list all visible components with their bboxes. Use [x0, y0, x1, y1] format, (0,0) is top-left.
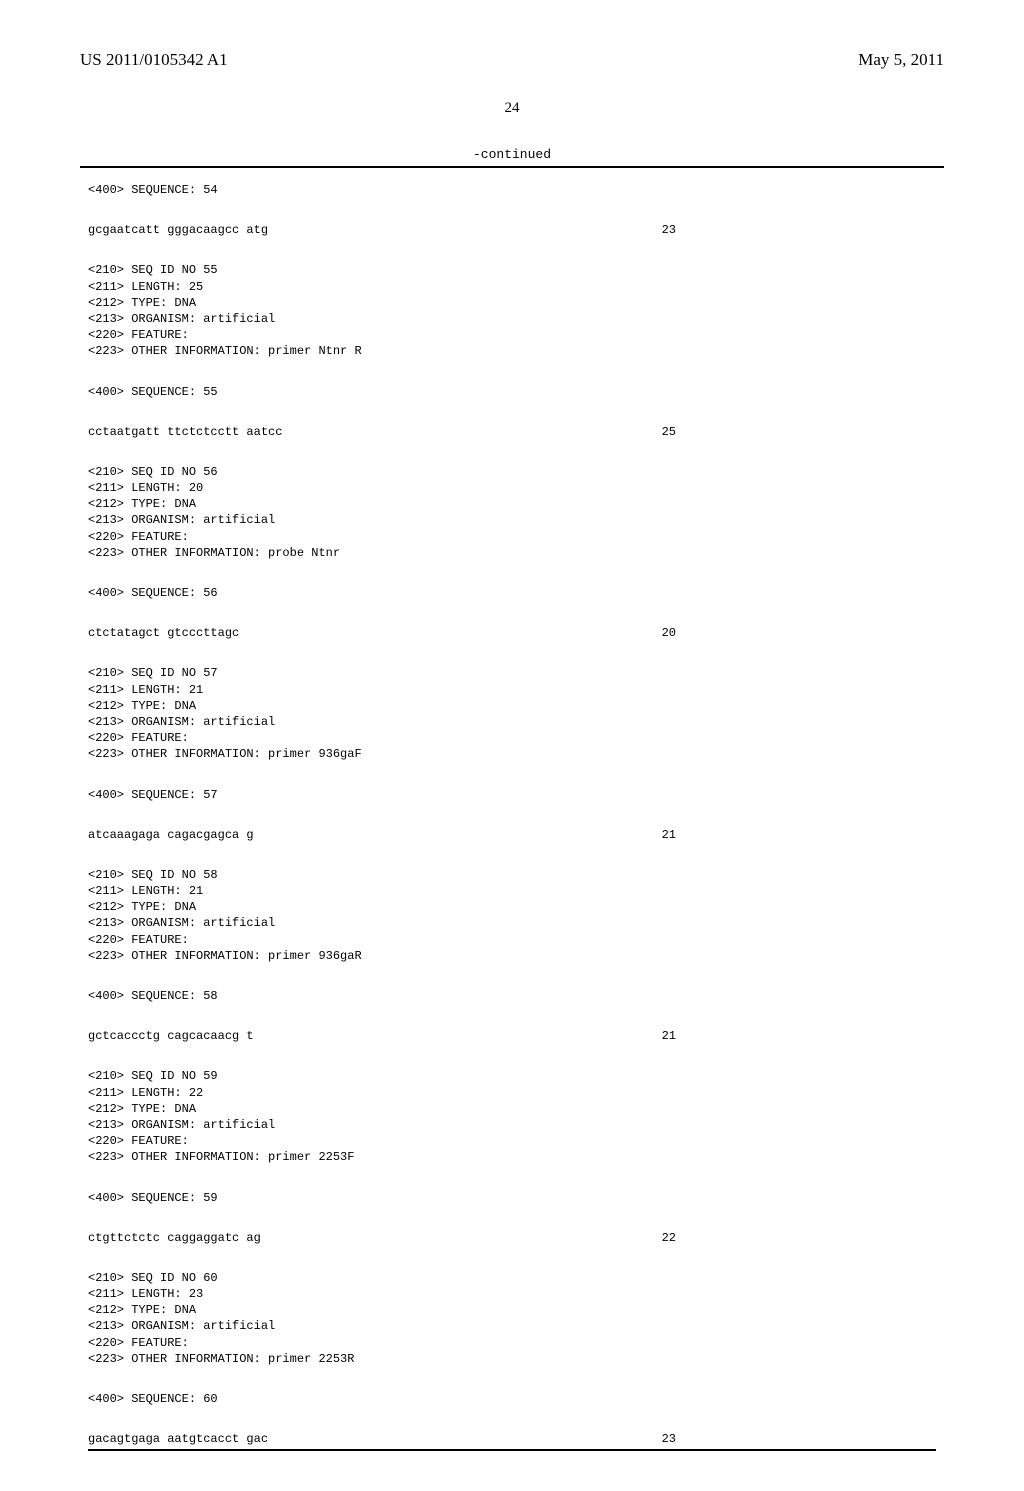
- sequence-data-row: gctcaccctg cagcacaacg t 21: [88, 1028, 936, 1044]
- sequence-header: <400> SEQUENCE: 60: [88, 1391, 936, 1407]
- sequence-string: atcaaagaga cagacgagca g: [88, 827, 254, 843]
- sequence-length: 21: [662, 1028, 676, 1044]
- sequence-header: <400> SEQUENCE: 55: [88, 384, 936, 400]
- sequence-header: <400> SEQUENCE: 59: [88, 1190, 936, 1206]
- sequence-length: 25: [662, 424, 676, 440]
- horizontal-rule-bottom: [88, 1449, 936, 1451]
- sequence-metadata: <210> SEQ ID NO 60 <211> LENGTH: 23 <212…: [88, 1270, 936, 1367]
- sequence-length: 21: [662, 827, 676, 843]
- page-header: US 2011/0105342 A1 May 5, 2011: [80, 50, 944, 70]
- sequence-length: 23: [662, 1431, 676, 1447]
- sequence-string: gctcaccctg cagcacaacg t: [88, 1028, 254, 1044]
- sequence-data-row: ctgttctctc caggaggatc ag 22: [88, 1230, 936, 1246]
- sequence-metadata: <210> SEQ ID NO 59 <211> LENGTH: 22 <212…: [88, 1068, 936, 1165]
- sequence-data-row: cctaatgatt ttctctcctt aatcc 25: [88, 424, 936, 440]
- sequence-metadata: <210> SEQ ID NO 56 <211> LENGTH: 20 <212…: [88, 464, 936, 561]
- sequence-metadata: <210> SEQ ID NO 57 <211> LENGTH: 21 <212…: [88, 665, 936, 762]
- sequence-data-row: atcaaagaga cagacgagca g 21: [88, 827, 936, 843]
- sequence-header: <400> SEQUENCE: 56: [88, 585, 936, 601]
- sequence-string: ctctatagct gtcccttagc: [88, 625, 239, 641]
- sequence-header: <400> SEQUENCE: 57: [88, 787, 936, 803]
- sequence-length: 23: [662, 222, 676, 238]
- sequence-data-row: gacagtgaga aatgtcacct gac 23: [88, 1431, 936, 1447]
- sequence-string: cctaatgatt ttctctcctt aatcc: [88, 424, 282, 440]
- sequence-data-row: gcgaatcatt gggacaagcc atg 23: [88, 222, 936, 238]
- sequence-string: gcgaatcatt gggacaagcc atg: [88, 222, 268, 238]
- continued-label: -continued: [80, 147, 944, 162]
- publication-date: May 5, 2011: [858, 50, 944, 70]
- sequence-header: <400> SEQUENCE: 54: [88, 182, 936, 198]
- sequence-metadata: <210> SEQ ID NO 55 <211> LENGTH: 25 <212…: [88, 262, 936, 359]
- sequence-data-row: ctctatagct gtcccttagc 20: [88, 625, 936, 641]
- sequence-length: 22: [662, 1230, 676, 1246]
- publication-number: US 2011/0105342 A1: [80, 50, 228, 70]
- sequence-string: gacagtgaga aatgtcacct gac: [88, 1431, 268, 1447]
- sequence-header: <400> SEQUENCE: 58: [88, 988, 936, 1004]
- sequence-listing: <400> SEQUENCE: 54 gcgaatcatt gggacaagcc …: [80, 182, 944, 1451]
- sequence-metadata: <210> SEQ ID NO 58 <211> LENGTH: 21 <212…: [88, 867, 936, 964]
- sequence-string: ctgttctctc caggaggatc ag: [88, 1230, 261, 1246]
- page-number: 24: [80, 100, 944, 117]
- patent-page: US 2011/0105342 A1 May 5, 2011 24 -conti…: [0, 0, 1024, 1491]
- sequence-length: 20: [662, 625, 676, 641]
- horizontal-rule-top: [80, 166, 944, 168]
